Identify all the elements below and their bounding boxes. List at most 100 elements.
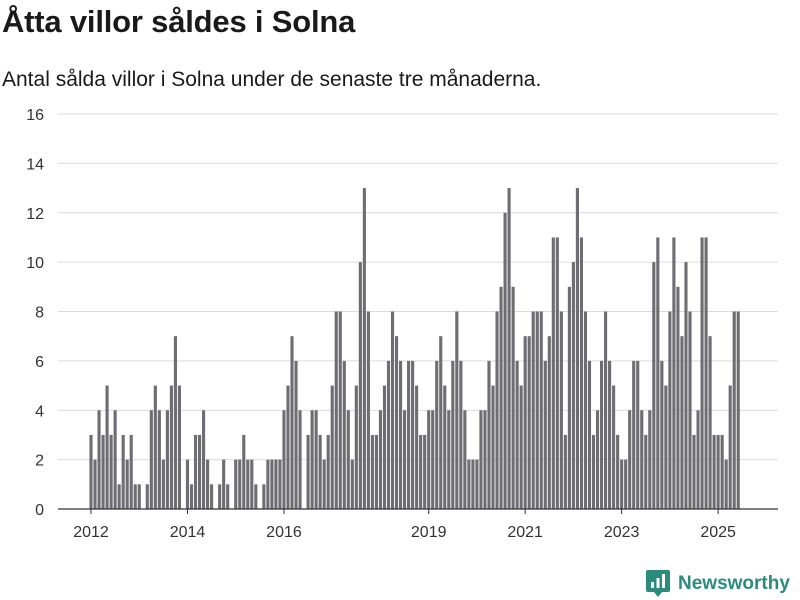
bar	[415, 385, 419, 509]
bar	[491, 385, 495, 509]
bar	[137, 484, 141, 509]
bar	[354, 385, 358, 509]
bar	[563, 434, 567, 509]
bar	[632, 360, 636, 509]
bar	[736, 311, 740, 509]
bar	[318, 434, 322, 509]
bar	[519, 385, 523, 509]
bar	[616, 434, 620, 509]
bar	[234, 459, 238, 509]
bar	[423, 434, 427, 509]
bar	[620, 459, 624, 509]
y-tick-label: 4	[35, 403, 44, 420]
y-tick-label: 8	[35, 305, 44, 322]
bar	[153, 385, 157, 509]
bar	[439, 336, 443, 509]
bar	[390, 311, 395, 509]
x-tick-label: 2025	[700, 524, 736, 540]
bar	[193, 434, 198, 509]
bar	[455, 311, 459, 509]
bar	[338, 311, 342, 509]
bar	[479, 410, 483, 509]
bar	[109, 434, 113, 509]
bar	[169, 385, 173, 509]
bar	[636, 360, 640, 509]
bar	[612, 385, 616, 509]
bar	[246, 459, 250, 509]
bar	[660, 360, 664, 509]
bar	[507, 188, 511, 509]
bar	[101, 434, 105, 509]
x-tick-label: 2012	[73, 524, 109, 540]
bar	[378, 410, 383, 509]
bar	[97, 410, 101, 509]
bar	[575, 188, 579, 509]
chart-subtitle: Antal sålda villor i Solna under de sena…	[2, 68, 542, 91]
bar	[567, 286, 571, 509]
chart-title: Åtta villor såldes i Solna	[2, 4, 356, 39]
bar	[672, 237, 676, 509]
newsworthy-brand[interactable]: Newsworthy	[646, 570, 790, 598]
bar	[551, 237, 555, 509]
bar	[290, 336, 294, 509]
bar	[278, 459, 282, 509]
bar	[121, 434, 125, 509]
bar	[571, 262, 575, 509]
bar	[728, 385, 732, 509]
bar	[591, 434, 596, 509]
bar	[274, 459, 278, 509]
bar	[322, 459, 326, 509]
brand-name: Newsworthy	[678, 573, 790, 594]
bar	[222, 459, 226, 509]
bar	[173, 336, 177, 509]
bar	[696, 410, 700, 509]
bar	[628, 410, 632, 509]
bar	[411, 360, 415, 509]
bar	[286, 385, 290, 509]
y-tick-label: 10	[26, 255, 44, 272]
bar	[459, 360, 463, 509]
bar	[547, 336, 551, 509]
bar	[700, 237, 704, 509]
bar	[587, 360, 592, 509]
bar	[447, 410, 451, 509]
bar	[254, 484, 258, 509]
bar	[559, 311, 563, 509]
y-tick-label: 0	[35, 502, 44, 519]
bar	[314, 410, 318, 509]
x-tick-label: 2019	[411, 524, 447, 540]
y-tick-label: 14	[26, 156, 44, 173]
bar	[579, 237, 584, 509]
bar	[125, 459, 129, 509]
bar	[471, 459, 475, 509]
bar	[427, 410, 431, 509]
bar	[724, 459, 728, 509]
bar	[105, 385, 109, 509]
bar	[684, 262, 688, 509]
x-tick-label: 2016	[266, 524, 302, 540]
bar	[668, 311, 672, 509]
bar	[346, 410, 350, 509]
bar	[310, 410, 314, 509]
bar	[531, 311, 535, 509]
bar	[595, 410, 600, 509]
bar	[708, 336, 712, 509]
bar	[652, 262, 656, 509]
bar	[680, 336, 684, 509]
bar	[443, 385, 447, 509]
bar	[419, 434, 423, 509]
bar	[133, 484, 137, 509]
bar	[656, 237, 660, 509]
newsworthy-logo-icon	[646, 570, 670, 597]
bar	[218, 484, 222, 509]
bar	[113, 410, 117, 509]
bar	[403, 410, 407, 509]
bar	[185, 459, 190, 509]
bar-chart: 0 2 4 6 8 10 12 14 16 2012 2014 2016 2019 2021 2023 202…	[26, 107, 778, 540]
bar	[463, 410, 467, 509]
bar	[543, 360, 547, 509]
bar	[374, 434, 378, 509]
bar	[394, 336, 399, 509]
bar	[503, 212, 507, 509]
bar	[210, 484, 214, 509]
